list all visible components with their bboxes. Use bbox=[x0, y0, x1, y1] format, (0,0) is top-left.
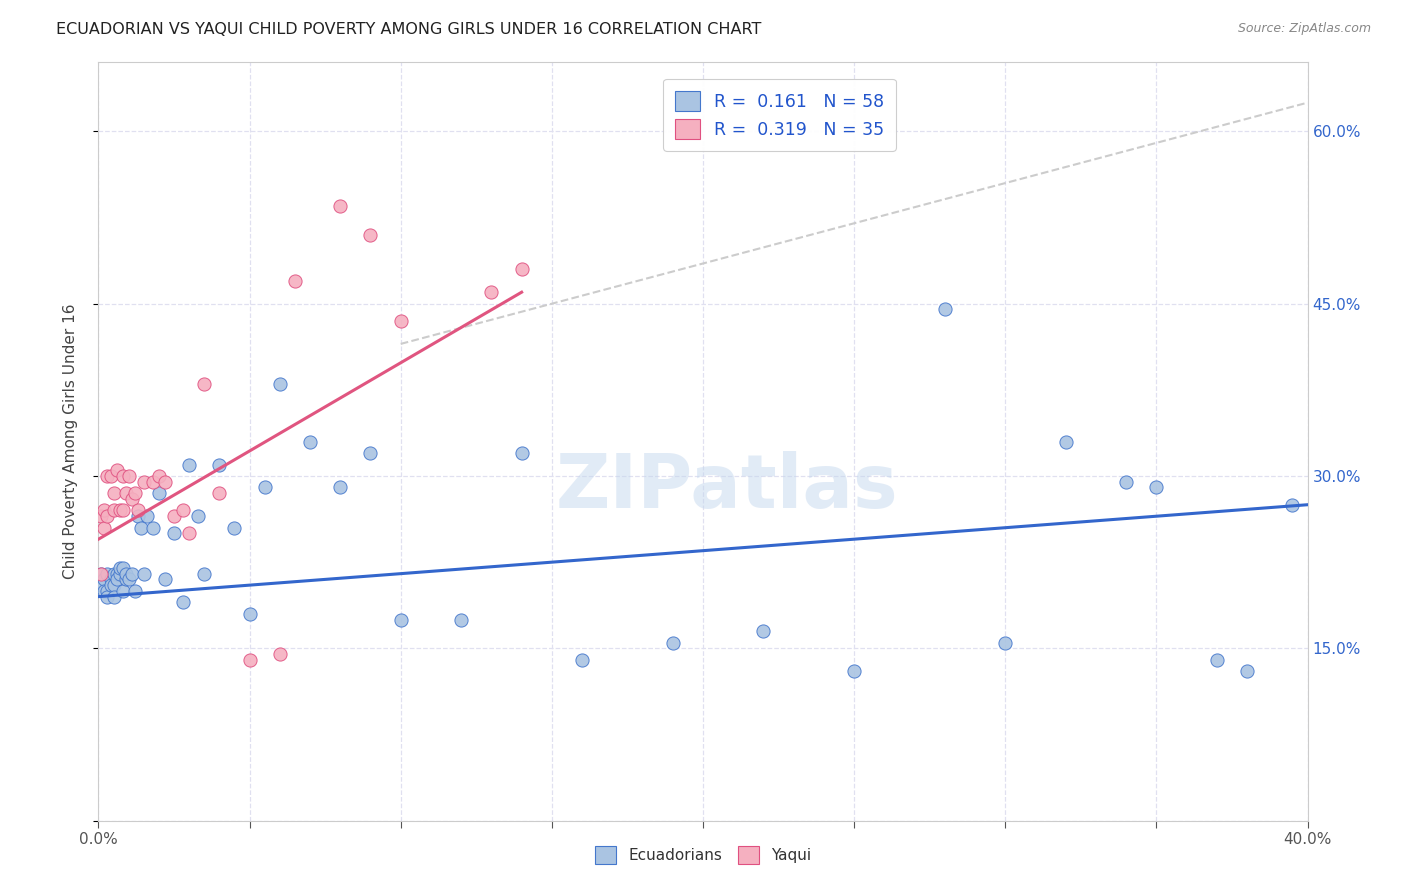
Point bbox=[121, 566, 143, 581]
Point bbox=[752, 624, 775, 639]
Point bbox=[135, 509, 157, 524]
Point bbox=[153, 573, 176, 587]
Point bbox=[329, 199, 352, 213]
Point bbox=[111, 469, 134, 483]
Point bbox=[105, 463, 128, 477]
Point bbox=[661, 635, 683, 649]
Point bbox=[111, 561, 134, 575]
Point bbox=[934, 302, 956, 317]
Point bbox=[269, 647, 291, 661]
Legend: Ecuadorians, Yaqui: Ecuadorians, Yaqui bbox=[589, 840, 817, 870]
Point bbox=[108, 503, 131, 517]
Point bbox=[96, 583, 118, 598]
Point bbox=[124, 486, 146, 500]
Point bbox=[360, 227, 382, 242]
Point bbox=[124, 583, 146, 598]
Point bbox=[193, 566, 215, 581]
Text: ZIPatlas: ZIPatlas bbox=[555, 450, 898, 524]
Point bbox=[96, 590, 118, 604]
Point bbox=[1281, 498, 1303, 512]
Point bbox=[571, 653, 593, 667]
Point bbox=[90, 566, 112, 581]
Point bbox=[129, 521, 152, 535]
Point bbox=[239, 653, 262, 667]
Point bbox=[93, 503, 115, 517]
Point bbox=[148, 469, 170, 483]
Point bbox=[142, 475, 165, 489]
Point bbox=[1144, 481, 1167, 495]
Point bbox=[103, 486, 125, 500]
Point bbox=[389, 314, 412, 328]
Point bbox=[153, 475, 176, 489]
Point bbox=[100, 469, 122, 483]
Point bbox=[450, 613, 472, 627]
Point bbox=[90, 509, 112, 524]
Point bbox=[360, 446, 382, 460]
Point bbox=[179, 458, 201, 472]
Point bbox=[100, 578, 122, 592]
Point bbox=[208, 486, 231, 500]
Point bbox=[118, 573, 141, 587]
Point bbox=[103, 503, 125, 517]
Point bbox=[148, 486, 170, 500]
Point bbox=[90, 578, 112, 592]
Point bbox=[1054, 434, 1077, 449]
Point bbox=[239, 607, 262, 621]
Point bbox=[108, 561, 131, 575]
Point bbox=[193, 377, 215, 392]
Point bbox=[105, 573, 128, 587]
Point bbox=[132, 475, 155, 489]
Point bbox=[96, 469, 118, 483]
Point bbox=[187, 509, 209, 524]
Point bbox=[1115, 475, 1137, 489]
Point bbox=[284, 274, 307, 288]
Point bbox=[108, 566, 131, 581]
Point bbox=[208, 458, 231, 472]
Point bbox=[114, 486, 136, 500]
Point bbox=[142, 521, 165, 535]
Point bbox=[269, 377, 291, 392]
Point bbox=[114, 566, 136, 581]
Point bbox=[163, 526, 186, 541]
Point bbox=[127, 503, 149, 517]
Point bbox=[103, 566, 125, 581]
Point bbox=[163, 509, 186, 524]
Point bbox=[994, 635, 1017, 649]
Text: Source: ZipAtlas.com: Source: ZipAtlas.com bbox=[1237, 22, 1371, 36]
Point bbox=[93, 583, 115, 598]
Point bbox=[96, 566, 118, 581]
Point bbox=[1206, 653, 1229, 667]
Point bbox=[93, 573, 115, 587]
Point bbox=[224, 521, 246, 535]
Point bbox=[844, 665, 866, 679]
Point bbox=[103, 578, 125, 592]
Point bbox=[114, 573, 136, 587]
Point bbox=[121, 491, 143, 506]
Point bbox=[96, 509, 118, 524]
Point bbox=[253, 481, 276, 495]
Point bbox=[127, 509, 149, 524]
Point bbox=[299, 434, 322, 449]
Point bbox=[111, 583, 134, 598]
Point bbox=[132, 566, 155, 581]
Point bbox=[172, 503, 194, 517]
Point bbox=[481, 285, 503, 300]
Point bbox=[510, 262, 533, 277]
Point bbox=[111, 503, 134, 517]
Point bbox=[118, 469, 141, 483]
Point bbox=[510, 446, 533, 460]
Point bbox=[389, 613, 412, 627]
Point bbox=[172, 595, 194, 609]
Point bbox=[179, 526, 201, 541]
Point bbox=[1236, 665, 1258, 679]
Point bbox=[100, 573, 122, 587]
Point bbox=[103, 590, 125, 604]
Point bbox=[93, 521, 115, 535]
Y-axis label: Child Poverty Among Girls Under 16: Child Poverty Among Girls Under 16 bbox=[63, 304, 77, 579]
Point bbox=[329, 481, 352, 495]
Point bbox=[90, 566, 112, 581]
Text: ECUADORIAN VS YAQUI CHILD POVERTY AMONG GIRLS UNDER 16 CORRELATION CHART: ECUADORIAN VS YAQUI CHILD POVERTY AMONG … bbox=[56, 22, 762, 37]
Point bbox=[105, 566, 128, 581]
